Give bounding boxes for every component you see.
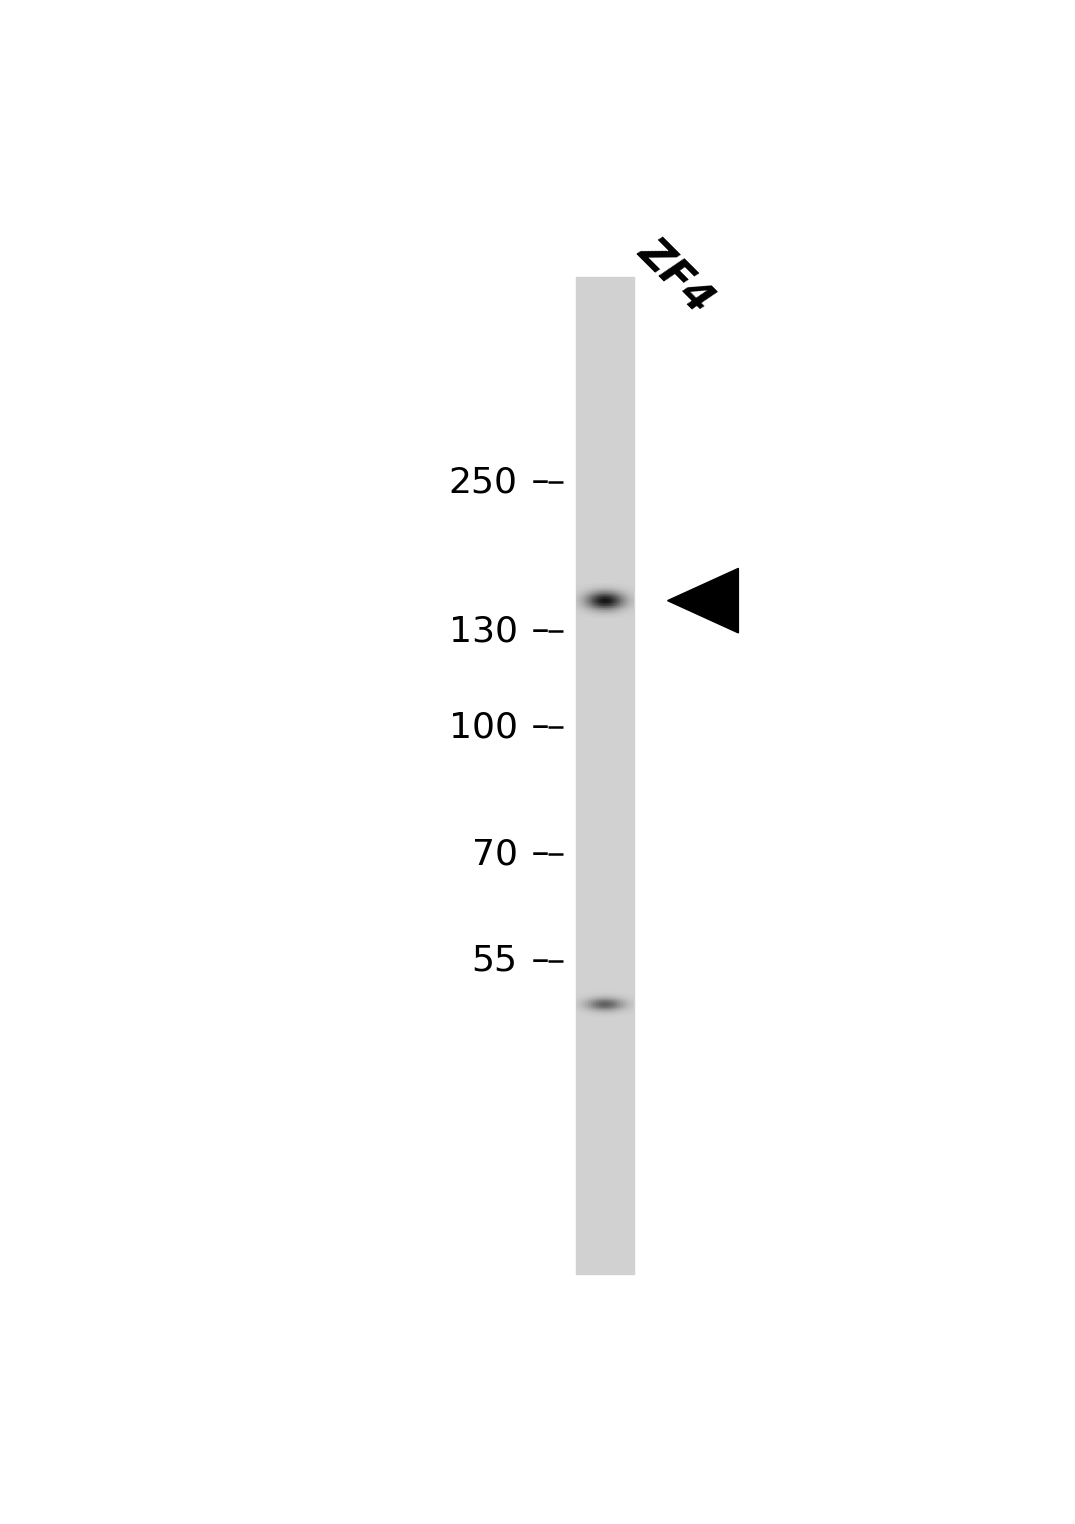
Text: –: – (520, 943, 549, 978)
Polygon shape (668, 568, 739, 632)
Text: ZF4: ZF4 (630, 230, 721, 322)
Text: 55: 55 (472, 943, 518, 978)
Text: 100: 100 (448, 710, 518, 744)
Text: 130: 130 (448, 614, 518, 648)
Text: 70: 70 (472, 837, 518, 872)
Text: –: – (520, 710, 549, 744)
Bar (576, 277, 634, 1274)
Text: –: – (520, 614, 549, 648)
Text: –: – (520, 837, 549, 872)
Text: 250: 250 (448, 465, 518, 500)
Text: –: – (520, 465, 549, 500)
